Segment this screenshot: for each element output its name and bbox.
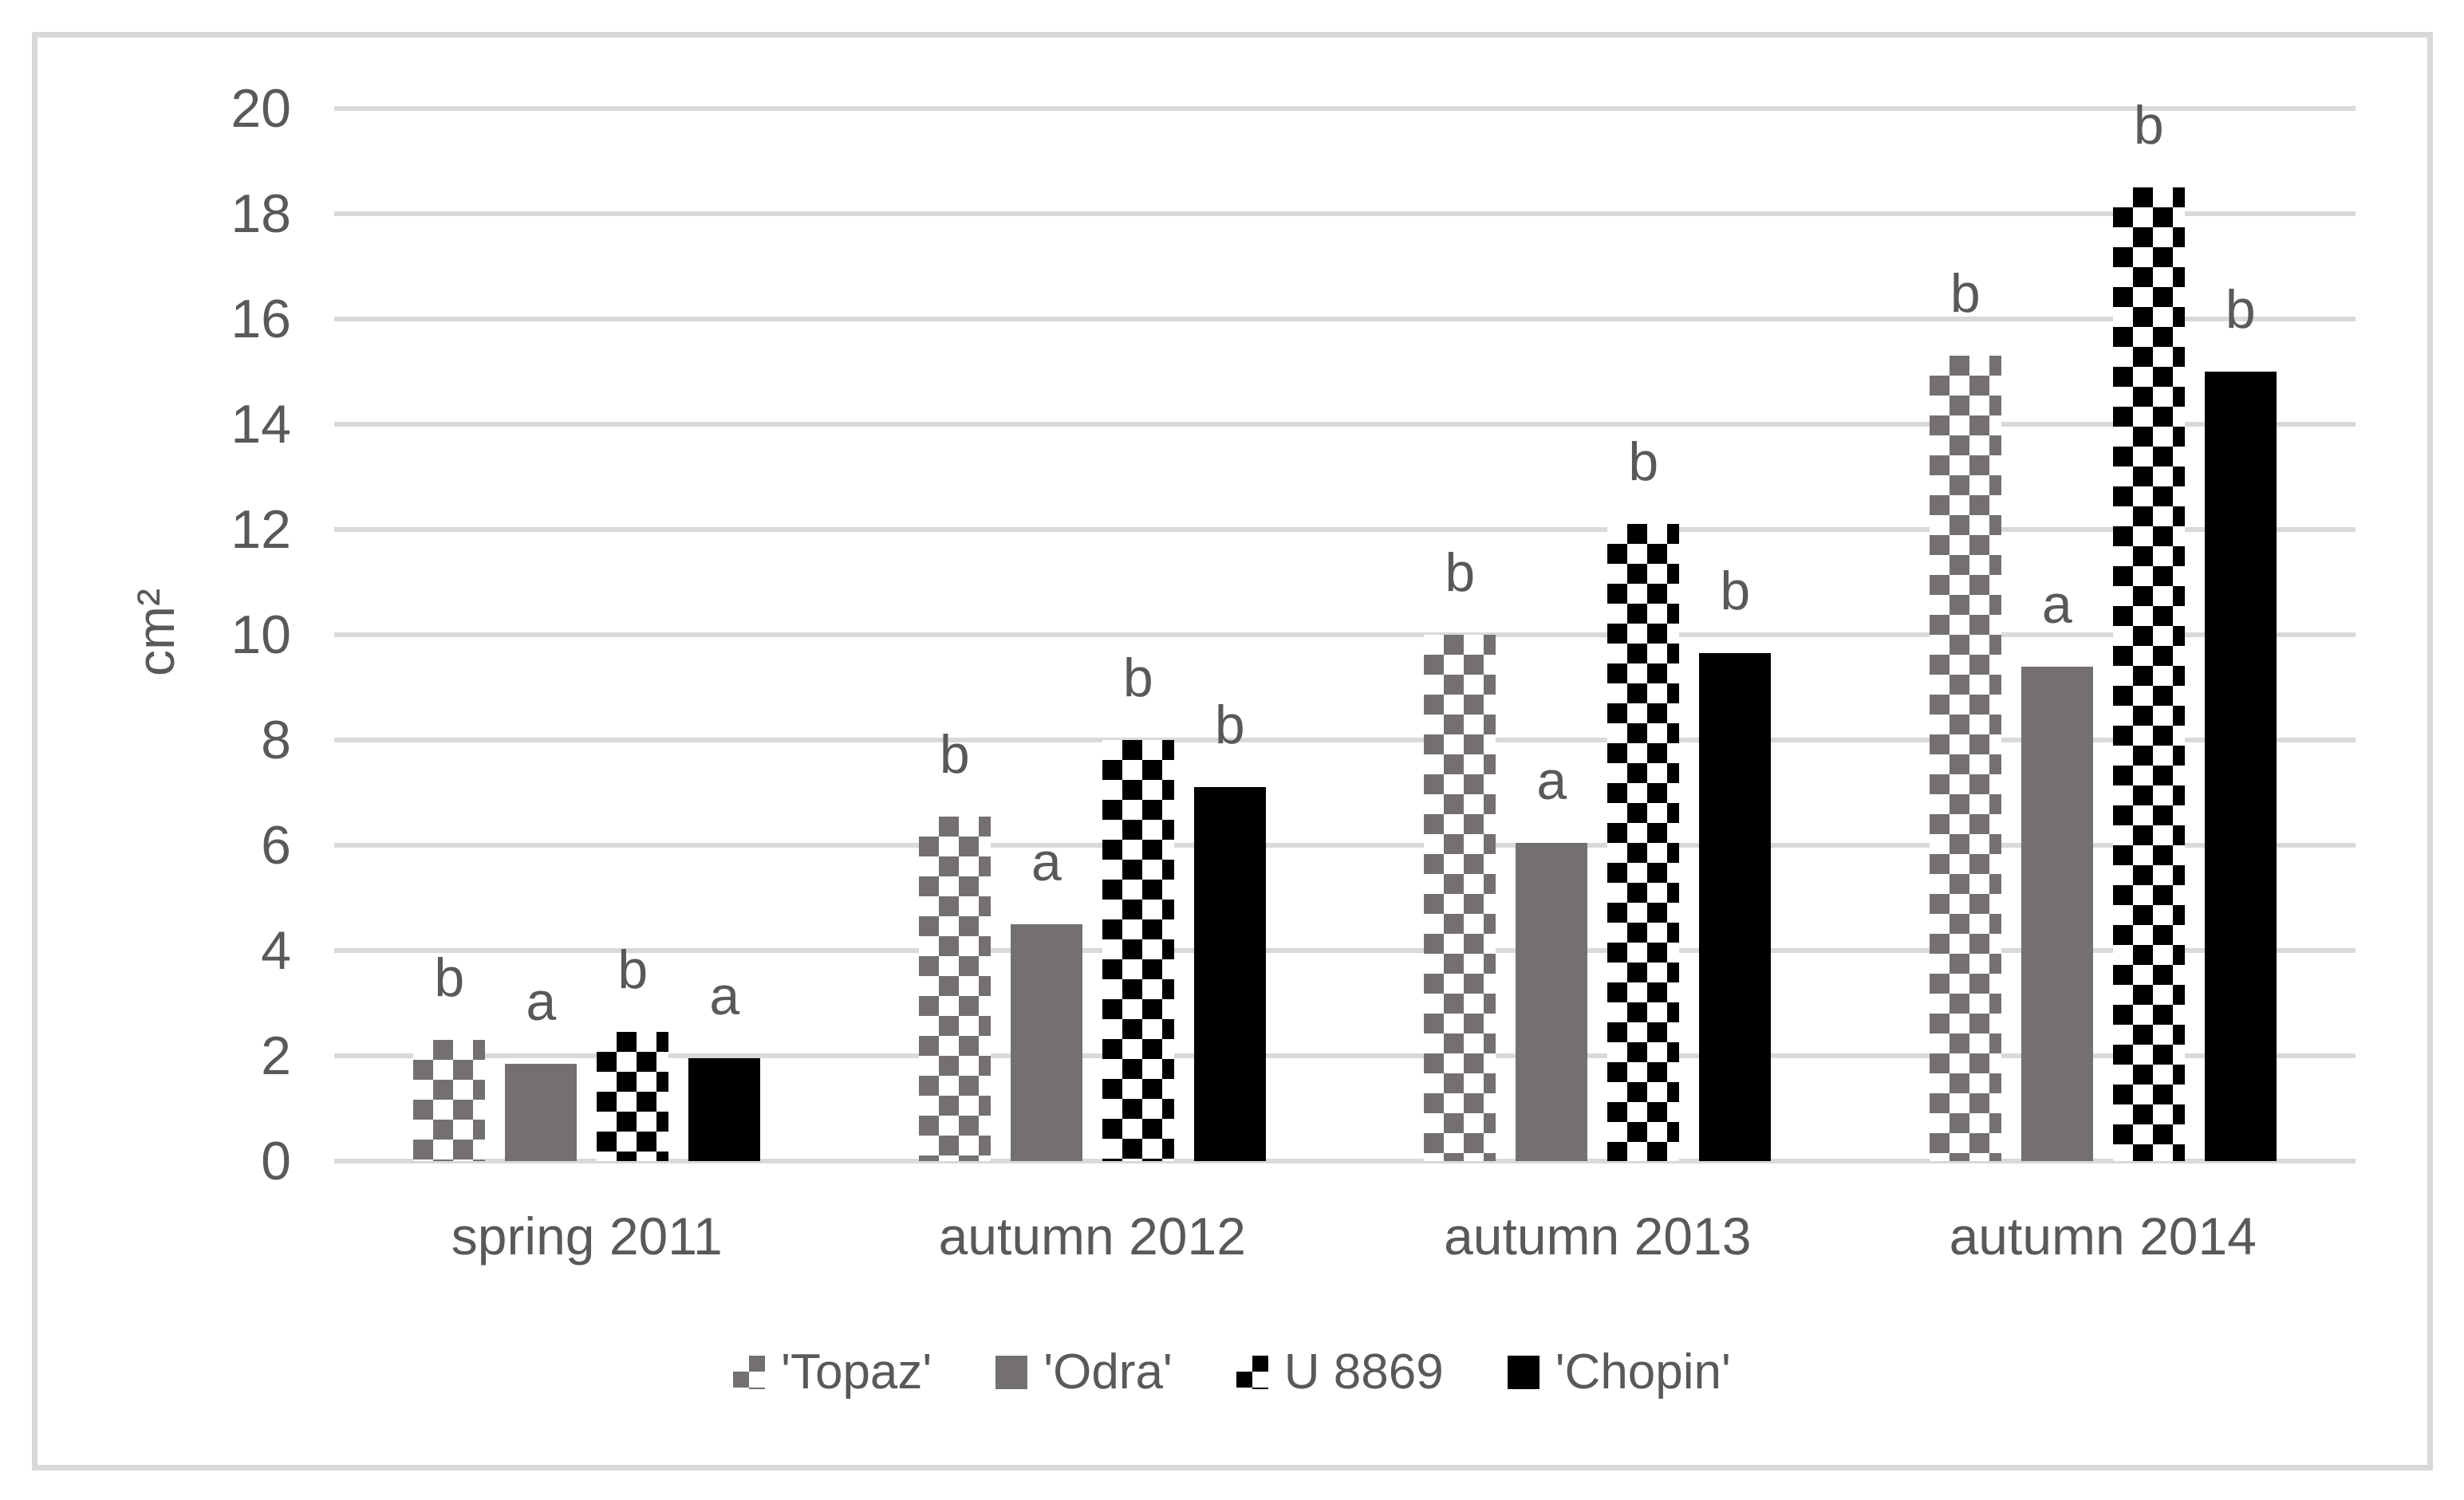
significance-letter: b [1122,648,1153,708]
bar [597,1032,669,1161]
significance-letter: a [526,970,557,1032]
significance-letter: b [1445,542,1476,603]
significance-letter: b [434,947,465,1009]
y-tick-label: 12 [231,499,291,560]
legend-swatch [995,1356,1028,1389]
gridline [334,632,2356,637]
legend-item: 'Chopin' [1507,1344,1731,1400]
significance-letter: b [1720,561,1751,622]
gridline [334,317,2356,321]
bar [1193,787,1266,1161]
legend-label: 'Chopin' [1555,1344,1731,1400]
bar [1102,740,1174,1161]
legend-swatch [733,1356,766,1389]
y-tick-label: 4 [261,920,291,981]
y-tick-label: 2 [261,1026,291,1086]
y-tick-label: 16 [231,289,291,349]
bar [688,1058,761,1161]
legend-item: 'Odra' [995,1348,1173,1397]
x-category-label: autumn 2014 [1949,1207,2257,1266]
gridline [334,1053,2356,1058]
x-category-label: autumn 2012 [938,1207,1246,1266]
legend: 'Topaz' 'Odra' U 8869 'Chopin' [0,1333,2464,1412]
significance-letter: b [2225,279,2256,340]
gridline [334,527,2356,532]
significance-letter: b [1214,695,1245,756]
bar [1699,653,1772,1161]
legend-label: 'Odra' [1043,1344,1173,1400]
bar [1929,356,2001,1161]
gridline [334,738,2356,742]
bar [2204,372,2277,1161]
legend-swatch [1236,1356,1268,1389]
y-tick-label: 20 [231,78,291,139]
legend-item: 'Topaz' [733,1348,932,1397]
bar [505,1063,578,1161]
significance-letter: a [1536,750,1567,811]
significance-letter: a [2041,573,2072,635]
gridline [334,1159,2356,1163]
legend-swatch [1507,1356,1540,1389]
significance-letter: a [1031,832,1062,892]
significance-letter: b [1628,431,1659,493]
bar [1010,924,1082,1161]
significance-letter: b [939,723,970,785]
y-tick-label: 0 [261,1131,291,1191]
legend-label: 'Topaz' [781,1344,932,1400]
gridline [334,211,2356,216]
bar [413,1040,486,1161]
y-tick-label: 14 [231,394,291,455]
gridline [334,106,2356,111]
gridline [334,948,2356,953]
significance-letter: b [617,939,649,1001]
bar [1607,524,1680,1161]
legend-label: U 8869 [1283,1344,1444,1400]
x-category-label: autumn 2013 [1444,1207,1752,1266]
significance-letter: b [1950,263,1981,325]
bar [2112,187,2185,1161]
y-tick-label: 18 [231,183,291,244]
legend-item: U 8869 [1236,1348,1444,1397]
bar [2020,666,2093,1161]
bar [918,816,991,1161]
gridline [334,422,2356,427]
bar [1516,842,1588,1161]
y-tick-label: 10 [231,604,291,665]
x-category-label: spring 2011 [451,1207,723,1266]
significance-letter: b [2133,95,2164,156]
y-tick-label: 8 [261,710,291,770]
y-tick-label: 6 [261,815,291,876]
significance-letter: a [709,966,740,1027]
bar [1424,635,1496,1161]
gridline [334,843,2356,848]
